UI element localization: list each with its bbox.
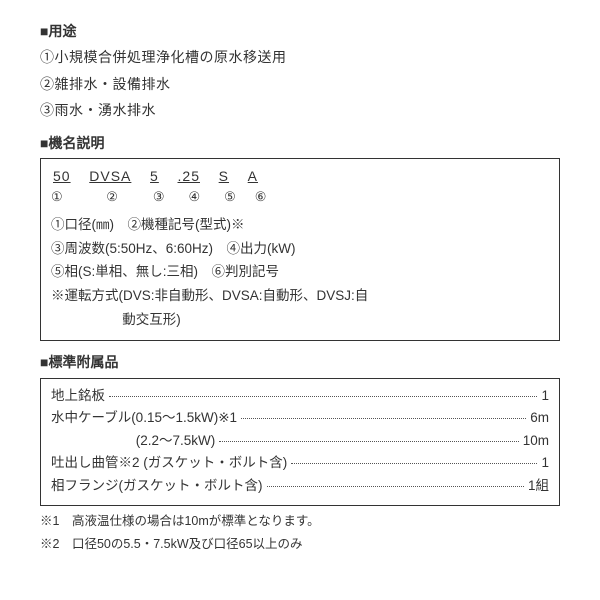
- usage-item: ②雑排水・設備排水: [40, 73, 560, 95]
- leader-dots: ‥‥‥‥‥‥‥‥‥‥‥‥‥‥‥‥‥: [219, 430, 518, 442]
- model-idx: ③: [146, 187, 172, 208]
- accessory-label: 水中ケーブル(0.15〜1.5kW)※1: [51, 407, 237, 429]
- model-code: A: [246, 168, 260, 184]
- accessory-row: 吐出し曲管※2 (ガスケット・ボルト含) ‥‥‥‥‥‥‥‥‥ 1: [51, 452, 549, 474]
- accessory-row: 水中ケーブル(0.15〜1.5kW)※1 ‥‥‥‥‥‥‥‥‥‥‥‥‥‥ 6m: [51, 407, 549, 429]
- accessory-value: 1: [541, 385, 549, 407]
- model-idx: ⑤: [218, 187, 244, 208]
- usage-item: ③雨水・湧水排水: [40, 99, 560, 121]
- accessories-box: 地上銘板 ‥‥‥‥‥‥‥‥‥‥‥‥‥‥‥‥‥‥‥‥‥‥‥‥‥‥‥‥ 1 水中ケー…: [40, 378, 560, 507]
- model-code-row: 50 DVSA 5 .25 S A: [51, 165, 549, 187]
- model-code: DVSA: [87, 168, 133, 184]
- accessory-value: 6m: [530, 407, 549, 429]
- leader-dots: ‥‥‥‥‥‥‥‥‥: [291, 452, 537, 464]
- model-heading: ■機名説明: [40, 132, 560, 154]
- accessory-value: 10m: [523, 430, 549, 452]
- usage-heading: ■用途: [40, 20, 560, 42]
- leader-dots: ‥‥‥‥‥‥‥‥‥‥‥‥‥‥: [241, 407, 526, 419]
- model-desc-line: ※運転方式(DVS:非自動形、DVSA:自動形、DVSJ:自: [51, 285, 549, 307]
- model-code: 5: [148, 168, 161, 184]
- accessory-label: 地上銘板: [51, 385, 105, 407]
- model-code: 50: [51, 168, 73, 184]
- accessory-value: 1: [541, 452, 549, 474]
- model-code: .25: [176, 168, 202, 184]
- model-desc-line: ③周波数(5:50Hz、6:60Hz) ④出力(kW): [51, 238, 549, 260]
- model-desc-line: ⑤相(S:単相、無し:三相) ⑥判別記号: [51, 261, 549, 283]
- accessory-label: (2.2〜7.5kW): [51, 430, 215, 452]
- model-idx: ④: [177, 187, 213, 208]
- footnote: ※1 高液温仕様の場合は10mが標準となります。: [40, 512, 560, 531]
- model-idx: ⑥: [248, 187, 274, 208]
- model-idx-row: ① ② ③ ④ ⑤ ⑥: [51, 187, 549, 208]
- accessory-row: 相フランジ(ガスケット・ボルト含) ‥‥‥‥‥‥‥‥‥‥‥ 1組: [51, 475, 549, 497]
- leader-dots: ‥‥‥‥‥‥‥‥‥‥‥‥‥‥‥‥‥‥‥‥‥‥‥‥‥‥‥‥: [109, 385, 537, 397]
- model-idx: ②: [84, 187, 142, 208]
- usage-item: ①小規模合併処理浄化槽の原水移送用: [40, 46, 560, 68]
- accessory-row: 地上銘板 ‥‥‥‥‥‥‥‥‥‥‥‥‥‥‥‥‥‥‥‥‥‥‥‥‥‥‥‥ 1: [51, 385, 549, 407]
- accessory-row: (2.2〜7.5kW) ‥‥‥‥‥‥‥‥‥‥‥‥‥‥‥‥‥ 10m: [51, 430, 549, 452]
- model-code: S: [217, 168, 231, 184]
- model-desc-line: 動交互形): [51, 309, 549, 331]
- accessory-label: 相フランジ(ガスケット・ボルト含): [51, 475, 263, 497]
- leader-dots: ‥‥‥‥‥‥‥‥‥‥‥: [267, 475, 524, 487]
- model-idx: ①: [51, 187, 79, 208]
- accessory-value: 1組: [528, 475, 549, 497]
- footnote: ※2 口径50の5.5・7.5kW及び口径65以上のみ: [40, 535, 560, 554]
- accessories-heading: ■標準附属品: [40, 351, 560, 373]
- model-desc-line: ①口径(㎜) ②機種記号(型式)※: [51, 214, 549, 236]
- accessory-label: 吐出し曲管※2 (ガスケット・ボルト含): [51, 452, 287, 474]
- model-box: 50 DVSA 5 .25 S A ① ② ③ ④ ⑤ ⑥ ①口径(㎜) ②機種…: [40, 158, 560, 341]
